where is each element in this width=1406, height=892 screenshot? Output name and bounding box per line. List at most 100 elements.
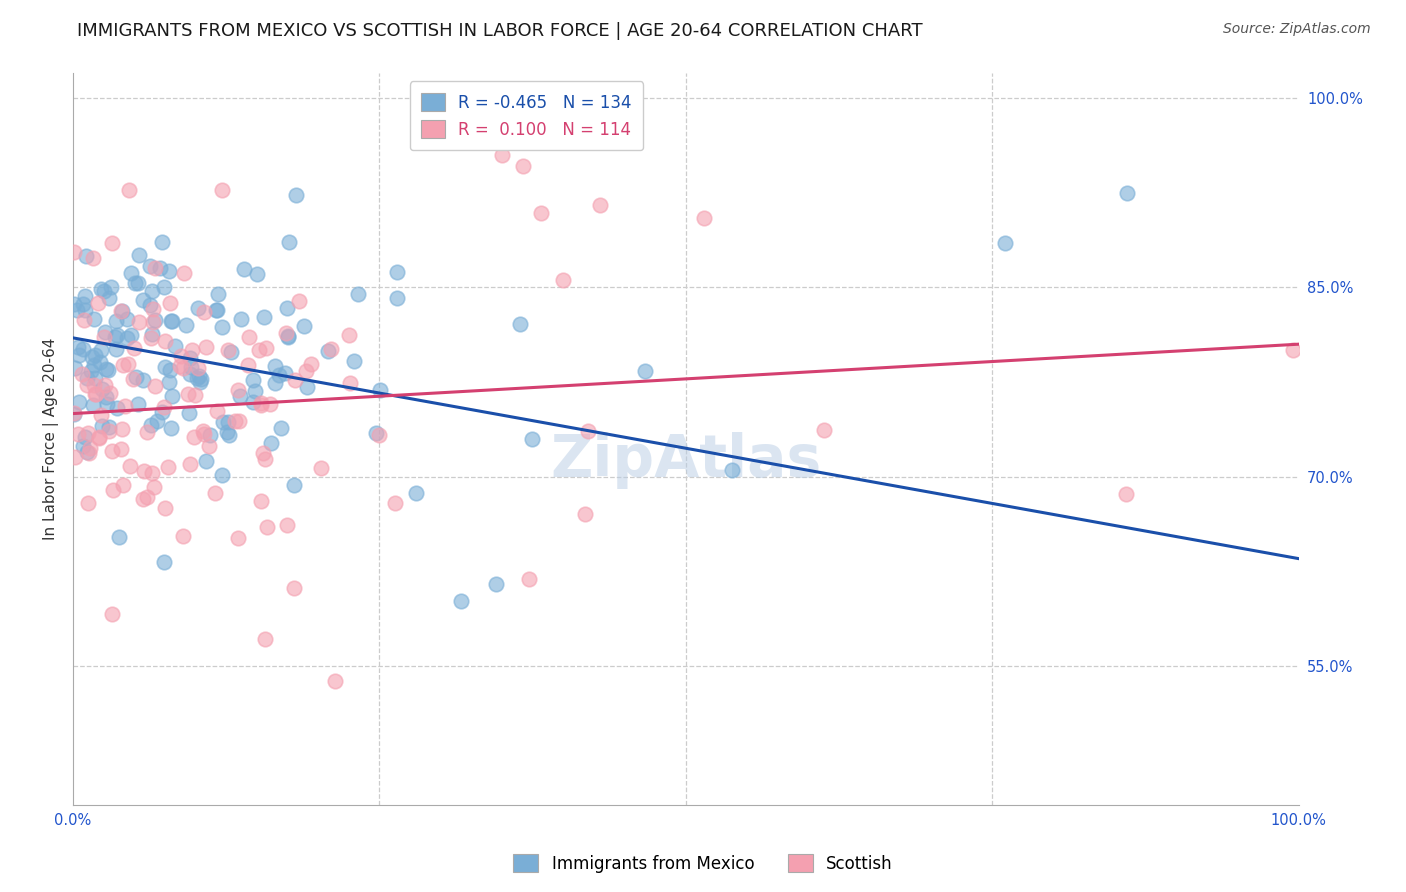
- Scottish: [114, 399, 136, 413]
- Immigrants from Mexico: [160, 421, 183, 435]
- Text: Source: ZipAtlas.com: Source: ZipAtlas.com: [1223, 22, 1371, 37]
- Immigrants from Mexico: [485, 577, 508, 591]
- Scottish: [139, 331, 162, 345]
- Immigrants from Mexico: [157, 375, 180, 389]
- Scottish: [384, 496, 406, 510]
- Scottish: [224, 414, 246, 428]
- Immigrants from Mexico: [91, 382, 114, 396]
- Immigrants from Mexico: [190, 372, 212, 386]
- Immigrants from Mexico: [100, 280, 122, 294]
- Immigrants from Mexico: [67, 394, 90, 409]
- Immigrants from Mexico: [160, 314, 183, 328]
- Scottish: [276, 518, 298, 533]
- Scottish: [101, 483, 124, 497]
- Immigrants from Mexico: [94, 391, 117, 405]
- Scottish: [131, 491, 153, 506]
- Immigrants from Mexico: [316, 344, 339, 359]
- Immigrants from Mexico: [267, 368, 290, 382]
- Immigrants from Mexico: [128, 248, 150, 262]
- Immigrants from Mexico: [232, 262, 254, 277]
- Immigrants from Mexico: [246, 267, 269, 281]
- Immigrants from Mexico: [364, 425, 387, 440]
- Immigrants from Mexico: [295, 380, 318, 394]
- Immigrants from Mexico: [67, 340, 90, 354]
- Immigrants from Mexico: [93, 284, 115, 298]
- Legend: Immigrants from Mexico, Scottish: Immigrants from Mexico, Scottish: [506, 847, 900, 880]
- Scottish: [226, 383, 249, 397]
- Scottish: [287, 293, 309, 308]
- Scottish: [169, 359, 191, 374]
- Immigrants from Mexico: [153, 359, 176, 374]
- Immigrants from Mexico: [75, 249, 97, 263]
- Scottish: [98, 424, 121, 438]
- Immigrants from Mexico: [84, 348, 107, 362]
- Immigrants from Mexico: [105, 401, 128, 416]
- Scottish: [183, 430, 205, 444]
- Scottish: [247, 343, 270, 358]
- Scottish: [101, 235, 124, 250]
- Immigrants from Mexico: [145, 414, 167, 428]
- Scottish: [295, 364, 318, 378]
- Scottish: [274, 326, 297, 340]
- Scottish: [87, 431, 110, 445]
- Scottish: [574, 507, 596, 521]
- Immigrants from Mexico: [186, 371, 208, 385]
- Immigrants from Mexico: [72, 297, 94, 311]
- Immigrants from Mexico: [274, 366, 297, 380]
- Scottish: [211, 183, 233, 197]
- Immigrants from Mexico: [277, 329, 299, 343]
- Scottish: [84, 387, 107, 401]
- Immigrants from Mexico: [260, 436, 283, 450]
- Scottish: [73, 312, 96, 326]
- Scottish: [83, 377, 105, 392]
- Scottish: [111, 422, 134, 436]
- Scottish: [198, 439, 221, 453]
- Immigrants from Mexico: [177, 406, 200, 420]
- Immigrants from Mexico: [211, 467, 233, 482]
- Immigrants from Mexico: [149, 261, 172, 276]
- Scottish: [217, 343, 239, 357]
- Immigrants from Mexico: [211, 415, 233, 429]
- Immigrants from Mexico: [187, 301, 209, 315]
- Immigrants from Mexico: [132, 293, 155, 308]
- Immigrants from Mexico: [187, 369, 209, 384]
- Immigrants from Mexico: [139, 297, 162, 311]
- Immigrants from Mexico: [180, 359, 202, 374]
- Immigrants from Mexico: [124, 276, 146, 290]
- Scottish: [491, 148, 513, 162]
- Scottish: [226, 531, 249, 545]
- Scottish: [66, 426, 89, 441]
- Immigrants from Mexico: [91, 418, 114, 433]
- Scottish: [100, 607, 122, 622]
- Immigrants from Mexico: [143, 312, 166, 326]
- Immigrants from Mexico: [90, 343, 112, 357]
- Immigrants from Mexico: [120, 327, 142, 342]
- Immigrants from Mexico: [720, 463, 742, 477]
- Scottish: [309, 460, 332, 475]
- Immigrants from Mexico: [219, 345, 242, 359]
- Scottish: [193, 424, 215, 438]
- Immigrants from Mexico: [165, 338, 187, 352]
- Scottish: [76, 377, 98, 392]
- Immigrants from Mexico: [98, 420, 121, 434]
- Immigrants from Mexico: [105, 314, 128, 328]
- Immigrants from Mexico: [231, 312, 253, 326]
- Scottish: [813, 423, 835, 437]
- Scottish: [100, 443, 122, 458]
- Scottish: [120, 458, 142, 473]
- Scottish: [143, 379, 166, 393]
- Scottish: [98, 385, 121, 400]
- Immigrants from Mexico: [90, 282, 112, 296]
- Scottish: [77, 445, 100, 459]
- Scottish: [180, 343, 202, 357]
- Immigrants from Mexico: [107, 328, 129, 343]
- Scottish: [195, 339, 218, 353]
- Scottish: [93, 377, 115, 392]
- Immigrants from Mexico: [108, 530, 131, 544]
- Immigrants from Mexico: [188, 376, 211, 390]
- Scottish: [339, 376, 361, 390]
- Immigrants from Mexico: [66, 302, 89, 317]
- Immigrants from Mexico: [342, 354, 364, 368]
- Scottish: [136, 425, 159, 439]
- Scottish: [319, 342, 342, 356]
